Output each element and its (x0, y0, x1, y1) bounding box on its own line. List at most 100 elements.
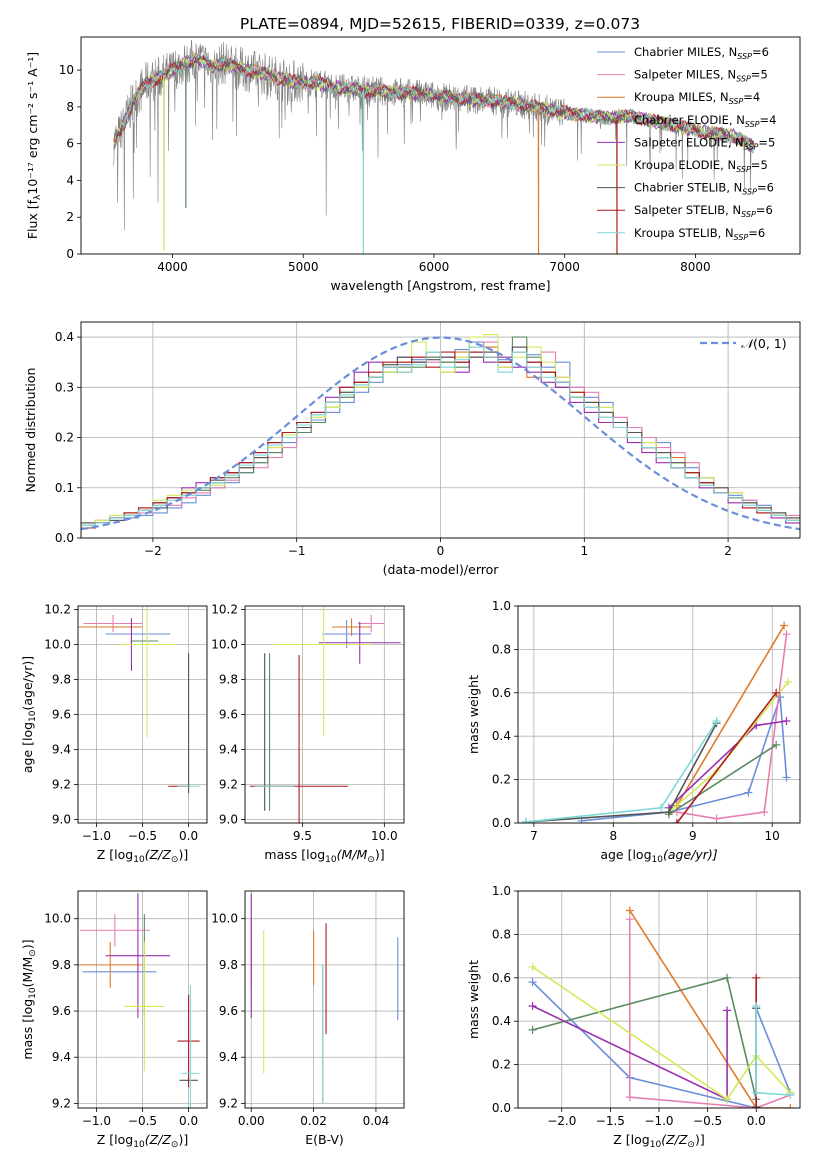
y-axis-label: mass weight (466, 960, 481, 1039)
y-tick-label: 10 (59, 63, 74, 77)
y-tick-label: 9.2 (219, 1096, 238, 1110)
plus-marker (784, 677, 793, 686)
x-tick-label: 10.0 (371, 829, 398, 843)
plus-marker (782, 717, 791, 726)
y-tick-label: 10.0 (44, 638, 71, 652)
y-tick-label: 9.8 (219, 958, 238, 972)
plot-area (528, 906, 795, 1108)
plot-area (250, 893, 399, 1104)
y-tick-label: 9.6 (52, 708, 71, 722)
mass-vs-extinction-panel: 0.00 0.02 0.04 9.2 9.4 9.6 9.8 10.0 E(B-V) (211, 890, 405, 1147)
x-tick-label: 8000 (680, 260, 711, 274)
plot-frame (77, 890, 208, 1109)
histogram-step-line (81, 346, 800, 526)
y-tick-label: 0.0 (492, 816, 511, 830)
normal-distribution-curve (81, 336, 800, 531)
y-tick-label: 9.6 (52, 1004, 71, 1018)
plus-marker (664, 808, 673, 817)
y-tick-label: 10.0 (44, 912, 71, 926)
x-tick-label: −1 (288, 544, 306, 558)
y-tick-label: 10.0 (211, 912, 238, 926)
plot-frame (517, 605, 801, 824)
plot-frame (80, 36, 801, 255)
mass-weight-vs-age-panel: 7 8 9 10 0.0 0.2 0.4 0.6 0.8 1.0 age [log10(age/yr… (466, 599, 801, 865)
x-tick-label: −1.0 (82, 1114, 111, 1128)
y-tick-label: 9.6 (219, 708, 238, 722)
y-tick-label: 0.6 (492, 686, 511, 700)
y-tick-label: 0.4 (55, 330, 74, 344)
y-tick-label: 9.8 (219, 673, 238, 687)
mass-weight-series-line (629, 910, 791, 1108)
model-spectrum-line (113, 52, 755, 147)
plot-area (113, 40, 755, 254)
x-tick-label: −2 (144, 544, 162, 558)
plus-marker (786, 1090, 795, 1099)
legend-entry: Salpeter STELIB, NSSP=6 (634, 203, 773, 219)
plot-area (249, 606, 401, 823)
x-tick-label: −0.5 (128, 829, 157, 843)
plot-frame (80, 321, 801, 539)
y-axis-label: mass weight (466, 675, 481, 754)
spectrum-panel: 4000 5000 6000 7000 8000 0 2 4 6 8 10 wavelength [A… (25, 36, 801, 293)
y-tick-label: 9.2 (52, 1096, 71, 1110)
legend-entry: Salpeter ELODIE, NSSP=5 (634, 135, 775, 151)
x-axis-label: Z [log10(Z/Z⊙)] (97, 1132, 188, 1150)
plus-marker (752, 1002, 761, 1011)
plus-marker (752, 1104, 761, 1108)
plus-marker (723, 1095, 732, 1104)
plus-marker (760, 808, 769, 817)
mass-weight-series-line (532, 966, 791, 1101)
y-tick-label: 1.0 (492, 884, 511, 898)
x-tick-label: −0.5 (128, 1114, 157, 1128)
plus-marker (656, 803, 665, 812)
plus-marker (672, 819, 681, 823)
legend-entry: Salpeter MILES, NSSP=5 (634, 68, 768, 84)
plus-marker (712, 814, 721, 823)
plus-marker (625, 1093, 634, 1102)
x-tick-label: 0.0 (747, 1114, 766, 1128)
x-tick-label: 0.0 (179, 829, 198, 843)
y-tick-label: 2 (66, 210, 74, 224)
plus-marker (528, 962, 537, 971)
y-axis-label: Normed distribution (23, 368, 38, 493)
y-tick-label: 9.2 (219, 778, 238, 792)
x-tick-label: 4000 (157, 260, 188, 274)
y-tick-label: 9.6 (219, 1004, 238, 1018)
x-tick-label: 9 (689, 829, 697, 843)
model-spectrum-line (113, 52, 755, 153)
y-tick-label: 9.4 (219, 743, 238, 757)
y-axis-label: mass [log10(M/M⊙)] (20, 939, 38, 1059)
mass-weight-vs-metallicity-panel: −2.0 −1.5 −1.0 −0.5 0.0 0.0 0.2 0.4 0.6 0.8 1.0 Z [… (466, 884, 801, 1150)
plus-marker (780, 621, 789, 630)
x-axis-label: E(B-V) (305, 1132, 344, 1147)
plot-area (81, 334, 800, 531)
x-tick-label: 10 (765, 829, 780, 843)
x-tick-label: 0.00 (238, 1114, 265, 1128)
plus-marker (782, 773, 791, 782)
legend-entry: Chabrier ELODIE, NSSP=4 (634, 113, 776, 129)
mass-weight-series-line (676, 625, 785, 807)
plus-marker (723, 973, 732, 982)
age-vs-mass-panel: 9.5 10.0 9.0 9.2 9.4 9.6 9.8 10.0 10.2 mass [log1… (211, 603, 405, 865)
plus-marker (723, 1006, 732, 1015)
x-axis-label: wavelength [Angstrom, rest frame] (330, 278, 550, 293)
plus-marker (625, 906, 634, 915)
plus-marker (772, 688, 781, 697)
legend-entry: Kroupa STELIB, NSSP=6 (634, 226, 765, 242)
x-tick-label: 0.04 (363, 1114, 390, 1128)
y-tick-label: 0.3 (55, 380, 74, 394)
y-tick-label: 10.2 (44, 603, 71, 617)
x-tick-label: −1.0 (82, 829, 111, 843)
x-tick-label: 9.5 (293, 829, 312, 843)
model-spectrum-line (113, 57, 755, 150)
plot-frame (77, 605, 208, 824)
mass-weight-series-line (668, 720, 787, 809)
y-tick-label: 1.0 (492, 599, 511, 613)
y-tick-label: 9.0 (52, 813, 71, 827)
legend-entry: Chabrier STELIB, NSSP=6 (634, 181, 774, 197)
y-tick-label: 0.0 (55, 531, 74, 545)
y-tick-label: 4 (66, 173, 74, 187)
plot-frame (244, 890, 405, 1109)
y-tick-label: 9.0 (219, 813, 238, 827)
